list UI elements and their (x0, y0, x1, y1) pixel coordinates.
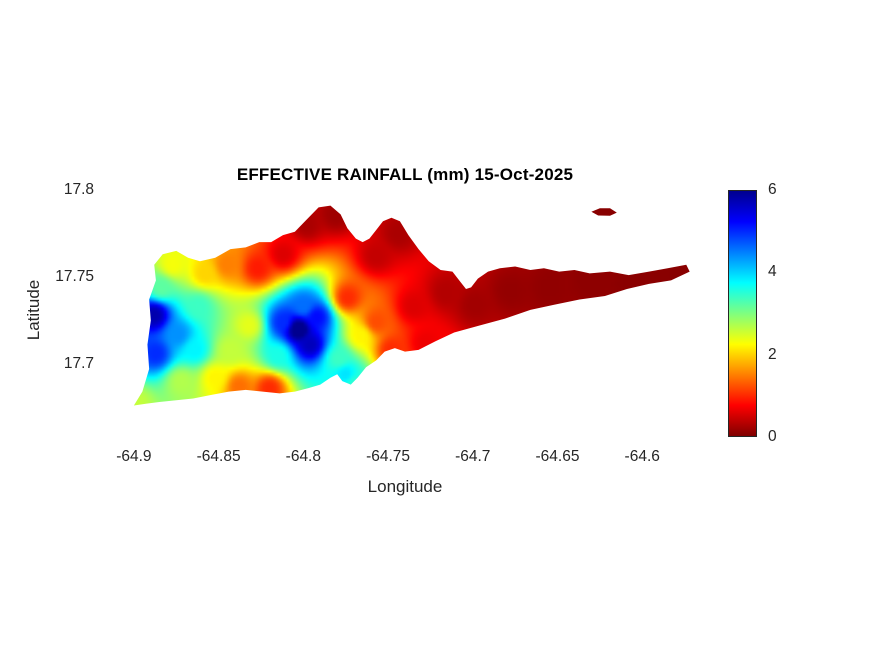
y-tick-label: 17.7 (63, 354, 94, 372)
x-tick-label: -64.7 (455, 448, 491, 465)
y-tick-label: 17.8 (63, 181, 94, 198)
x-axis-label: Longitude (367, 477, 443, 496)
x-tick-label: -64.85 (196, 448, 241, 465)
chart-title: EFFECTIVE RAINFALL (mm) 15-Oct-2025 (236, 165, 574, 184)
colorbar-canvas (728, 190, 757, 437)
colorbar-tick-label: 4 (768, 263, 777, 281)
colorbar-tick-label: 2 (768, 345, 777, 363)
x-tick-label: -64.8 (285, 448, 321, 465)
colorbar-tick-label: 6 (768, 181, 777, 198)
x-tick-label: -64.75 (366, 448, 411, 465)
y-tick-label: 17.75 (55, 267, 94, 285)
colorbar-tick-label: 0 (768, 428, 777, 445)
x-tick-label: -64.6 (624, 448, 660, 465)
rainfall-heatmap-canvas (100, 190, 710, 442)
x-tick-label: -64.9 (116, 448, 152, 465)
x-tick-label: -64.65 (535, 448, 580, 465)
